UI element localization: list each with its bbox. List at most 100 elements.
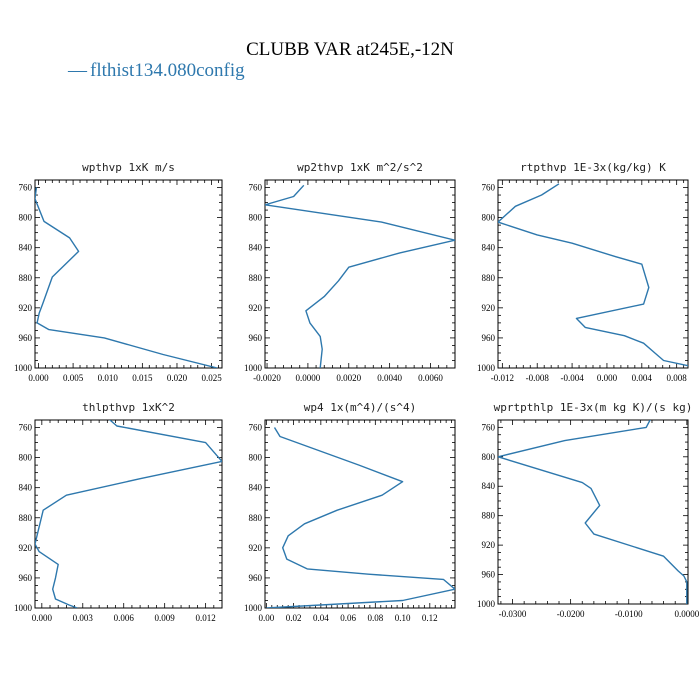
x-tick-label: 0.003 (73, 613, 94, 623)
y-tick-label: 800 (249, 453, 263, 463)
y-tick-label: 840 (249, 483, 263, 493)
panel-3: rtpthvp 1E-3x(kg/kg) K 760 800 840 880 920 960… (477, 161, 689, 383)
y-tick-label: 800 (19, 453, 33, 463)
y-tick-label: 840 (19, 243, 33, 253)
series-line (498, 420, 688, 604)
y-tick-label: 880 (19, 513, 33, 523)
panel-2: wp2thvp 1xK m^2/s^2 760 800 840 880 920 960 100… (244, 161, 456, 383)
y-tick-label: 880 (19, 273, 33, 283)
panel-title: wp4 1x(m^4)/(s^4) (304, 401, 417, 414)
panel-title: thlpthvp 1xK^2 (82, 401, 175, 414)
x-tick-label: 0.005 (63, 373, 84, 383)
y-tick-label: 920 (19, 543, 33, 553)
plot-frame (264, 179, 456, 369)
legend-label: flthist134.080config (90, 60, 245, 81)
y-tick-label: 960 (19, 573, 33, 583)
x-tick-label: -0.008 (526, 373, 550, 383)
x-tick-label: -0.004 (560, 373, 584, 383)
panel-5: wp4 1x(m^4)/(s^4)76080084088092096010000… (244, 401, 456, 623)
plot-frame (497, 419, 689, 605)
legend-marker: — (67, 60, 88, 81)
x-tick-label: 0.010 (98, 373, 119, 383)
x-tick-label: -0.0020 (253, 373, 281, 383)
y-tick-label: 800 (482, 213, 496, 223)
legend: — flthist134.080config (67, 60, 245, 81)
x-tick-label: 0.02 (286, 613, 302, 623)
y-tick-label: 1000 (477, 363, 496, 373)
x-tick-label: 0.012 (195, 613, 215, 623)
y-tick-label: 960 (249, 573, 263, 583)
plot-frame (34, 419, 223, 609)
y-tick-label: 960 (482, 333, 496, 343)
y-tick-label: 1000 (14, 363, 33, 373)
x-tick-label: 0.00 (258, 613, 274, 623)
x-tick-label: 0.04 (313, 613, 329, 623)
y-tick-label: 960 (19, 333, 33, 343)
series-line (266, 427, 455, 608)
y-tick-label: 760 (19, 183, 33, 193)
x-tick-label: 0.015 (132, 373, 153, 383)
x-tick-label: 0.0060 (418, 373, 443, 383)
x-tick-label: 0.0000 (674, 609, 699, 619)
y-tick-label: 840 (249, 243, 263, 253)
x-tick-label: 0.004 (632, 373, 653, 383)
panel-grid: wpthvp 1xK m/s76080084088092096010000.00… (14, 161, 700, 623)
y-tick-label: 800 (19, 213, 33, 223)
x-tick-label: 0.0000 (296, 373, 321, 383)
x-tick-label: 0.000 (597, 373, 618, 383)
y-tick-label: 880 (249, 273, 263, 283)
x-tick-label: 0.12 (422, 613, 438, 623)
x-tick-label: 0.006 (114, 613, 135, 623)
y-tick-label: 760 (249, 183, 263, 193)
x-tick-label: 0.020 (167, 373, 188, 383)
panel-4: thlpthvp 1xK^276080084088092096010000.00… (14, 401, 223, 623)
series-line (35, 420, 222, 608)
panel-title: wp2thvp 1xK m^2/s^2 (297, 161, 423, 174)
series-line (35, 187, 218, 368)
y-tick-label: 760 (482, 183, 496, 193)
x-tick-label: 0.10 (395, 613, 411, 623)
plot-frame (34, 179, 223, 369)
y-tick-label: 800 (249, 213, 263, 223)
y-tick-label: 800 (482, 452, 496, 462)
panel-title: wpthvp 1xK m/s (82, 161, 175, 174)
series-line (265, 184, 455, 368)
y-tick-label: 880 (249, 513, 263, 523)
y-tick-label: 880 (482, 511, 496, 521)
x-tick-label: 0.0020 (336, 373, 361, 383)
figure-title: CLUBB VAR at245E,-12N (246, 39, 454, 60)
x-tick-label: -0.0200 (557, 609, 585, 619)
x-tick-label: -0.0300 (499, 609, 527, 619)
y-tick-label: 1000 (477, 599, 496, 609)
y-tick-label: 960 (249, 333, 263, 343)
x-tick-label: 0.0040 (377, 373, 402, 383)
x-tick-label: 0.06 (340, 613, 356, 623)
y-tick-label: 920 (482, 303, 496, 313)
x-tick-label: 0.008 (667, 373, 688, 383)
x-tick-label: 0.025 (201, 373, 222, 383)
y-tick-label: 840 (482, 481, 496, 491)
y-tick-label: 840 (19, 483, 33, 493)
panel-title: rtpthvp 1E-3x(kg/kg) K (520, 161, 666, 174)
y-tick-label: 1000 (244, 603, 263, 613)
y-tick-label: 960 (482, 570, 496, 580)
x-tick-label: 0.000 (32, 613, 53, 623)
plot-frame (497, 179, 689, 369)
y-tick-label: 1000 (244, 363, 263, 373)
y-tick-label: 920 (249, 543, 263, 553)
x-tick-label: -0.012 (491, 373, 514, 383)
y-tick-label: 840 (482, 243, 496, 253)
series-line (498, 183, 688, 367)
y-tick-label: 760 (482, 422, 496, 432)
x-tick-label: 0.000 (28, 373, 49, 383)
y-tick-label: 920 (19, 303, 33, 313)
x-tick-label: -0.0100 (615, 609, 643, 619)
x-tick-label: 0.009 (155, 613, 176, 623)
panel-6: wprtpthlp 1E-3x(m kg K)/(s kg) 760 800 840 8… (477, 401, 700, 619)
panel-1: wpthvp 1xK m/s76080084088092096010000.00… (14, 161, 223, 383)
panel-title: wprtpthlp 1E-3x(m kg K)/(s kg) (494, 401, 693, 414)
plot-frame (264, 419, 456, 609)
y-tick-label: 920 (482, 540, 496, 550)
x-tick-label: 0.08 (367, 613, 383, 623)
